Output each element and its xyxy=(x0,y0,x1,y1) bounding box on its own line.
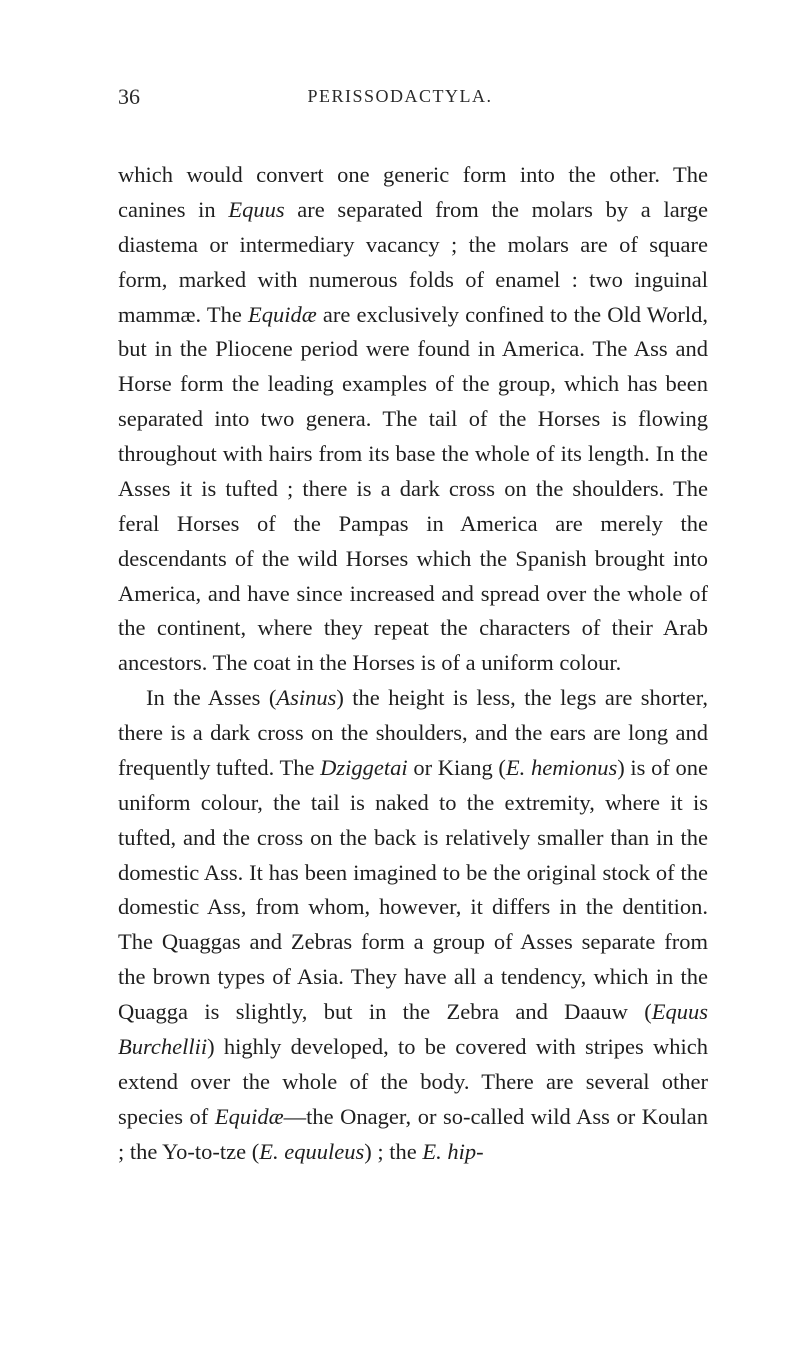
paragraph-2: In the Asses (Asinus) the height is less… xyxy=(118,681,708,1169)
page-header: PERISSODACTYLA. xyxy=(307,86,492,107)
text-run: or Kiang ( xyxy=(408,755,506,780)
text-run: In the Asses ( xyxy=(146,685,276,710)
italic-run: E. hemionus xyxy=(506,755,617,780)
italic-run: Equidæ xyxy=(248,302,317,327)
italic-run: E. equuleus xyxy=(259,1139,364,1164)
paragraph-1: which would convert one generic form int… xyxy=(118,158,708,681)
italic-run: Equus xyxy=(228,197,284,222)
text-run: ) ; the xyxy=(364,1139,422,1164)
italic-run: E. hip- xyxy=(422,1139,483,1164)
italic-run: Equidæ xyxy=(215,1104,284,1129)
text-run: ) is of one uniform colour, the tail is … xyxy=(118,755,708,1024)
body-text-container: which would convert one generic form int… xyxy=(118,158,708,1169)
page-number: 36 xyxy=(118,84,140,110)
italic-run: Asinus xyxy=(276,685,336,710)
italic-run: Dziggetai xyxy=(320,755,408,780)
text-run: are ex­clusively confined to the Old Wor… xyxy=(118,302,708,676)
